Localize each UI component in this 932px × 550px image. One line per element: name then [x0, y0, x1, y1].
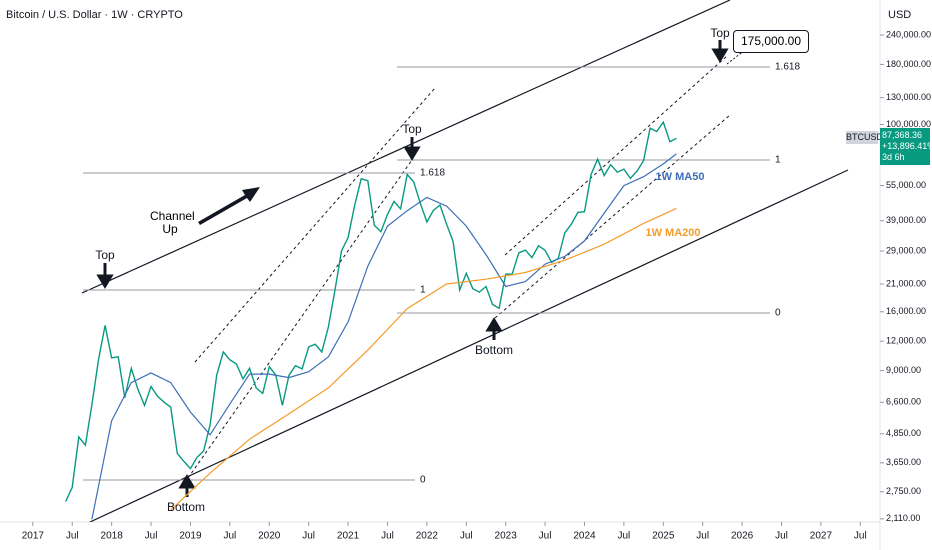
- annotation: Channel Up: [150, 209, 195, 236]
- dashed-line: [187, 159, 413, 479]
- series-line: [91, 153, 677, 520]
- x-tick-label: Jul: [696, 531, 709, 542]
- y-tick-label: 100,000.00: [886, 119, 931, 129]
- annotation: Bottom: [166, 500, 206, 514]
- annotation: Top: [710, 26, 730, 40]
- x-tick-label: Jul: [775, 531, 788, 542]
- y-tick-label: 21,000.00: [886, 278, 926, 288]
- y-tick-label: 4,850.00: [886, 428, 921, 438]
- channel-arrow: [198, 187, 260, 225]
- y-tick-label: 9,000.00: [886, 365, 921, 375]
- x-tick-label: 2024: [573, 531, 596, 542]
- y-tick-label: 180,000.00: [886, 59, 931, 69]
- x-tick-label: Jul: [223, 531, 236, 542]
- fib-label: 0: [775, 307, 781, 319]
- y-tick-label: 2,750.00: [886, 486, 921, 496]
- axes: 2,110.00 2,750.00 3,650.00 4,850.00 6,600.00…: [22, 29, 931, 541]
- y-tick-label: 29,000.00: [886, 245, 926, 255]
- y-tick-label: 12,000.00: [886, 336, 926, 346]
- series-line: [170, 207, 677, 511]
- x-tick-label: Jul: [66, 531, 79, 542]
- y-tick-label: 240,000.00: [886, 29, 931, 39]
- annotation: Top: [95, 248, 115, 262]
- x-tick-label: Jul: [460, 531, 473, 542]
- x-tick-label: Jul: [145, 531, 158, 542]
- target-callout: 175,000.00: [733, 30, 809, 53]
- y-tick-label: 130,000.00: [886, 92, 931, 102]
- countdown: 3d 6h: [882, 152, 905, 163]
- price: 87,368.36: [882, 130, 923, 141]
- y-tick-label: 16,000.00: [886, 306, 926, 316]
- channel-lower: [89, 169, 849, 522]
- arrow: [485, 317, 503, 340]
- drawings: [81, 0, 849, 522]
- arrow: [711, 40, 729, 63]
- annotation: Bottom: [474, 343, 514, 357]
- y-axis-label: USD: [888, 9, 912, 21]
- annotation: Top: [402, 122, 422, 136]
- x-tick-label: Jul: [617, 531, 630, 542]
- series-label: 1W MA200: [645, 227, 701, 239]
- fib-label: 1.618: [775, 61, 801, 73]
- change: +13,896.41%: [882, 141, 932, 152]
- y-tick-label: 6,600.00: [886, 397, 921, 407]
- arrow: [403, 137, 421, 161]
- series-line: [65, 120, 677, 502]
- y-tick-label: 2,110.00: [886, 513, 920, 523]
- x-tick-label: 2026: [731, 531, 754, 542]
- x-tick-label: Jul: [854, 531, 867, 542]
- x-tick-label: 2022: [416, 531, 439, 542]
- x-tick-label: 2021: [337, 531, 360, 542]
- symbol-label: BTCUSD: [846, 131, 884, 145]
- y-tick-label: 55,000.00: [886, 180, 926, 190]
- price-label: 87,368.36 +13,896.41% 3d 6h: [880, 128, 932, 166]
- x-tick-label: Jul: [539, 531, 552, 542]
- dashed-line: [504, 54, 729, 256]
- x-tick-label: 2023: [495, 531, 518, 542]
- fib-label: 1.618: [420, 167, 446, 179]
- x-tick-label: 2017: [22, 531, 45, 542]
- dashed-line: [194, 87, 436, 363]
- fib-label: 0: [420, 474, 426, 486]
- dashed-line: [494, 114, 731, 319]
- series: [65, 120, 677, 520]
- fib-label: 1: [420, 284, 426, 296]
- y-tick-label: 3,650.00: [886, 457, 921, 467]
- x-tick-label: Jul: [302, 531, 315, 542]
- x-tick-label: 2025: [652, 531, 675, 542]
- fib-label: 1: [775, 154, 781, 166]
- x-tick-label: 2019: [179, 531, 202, 542]
- y-tick-label: 39,000.00: [886, 215, 926, 225]
- x-tick-label: 2027: [810, 531, 833, 542]
- series-label: 1W MA50: [655, 171, 705, 183]
- chart-title: Bitcoin / U.S. Dollar · 1W · CRYPTO: [6, 9, 183, 21]
- arrow: [96, 263, 114, 289]
- x-tick-label: 2018: [101, 531, 124, 542]
- x-tick-label: Jul: [381, 531, 394, 542]
- x-tick-label: 2020: [258, 531, 281, 542]
